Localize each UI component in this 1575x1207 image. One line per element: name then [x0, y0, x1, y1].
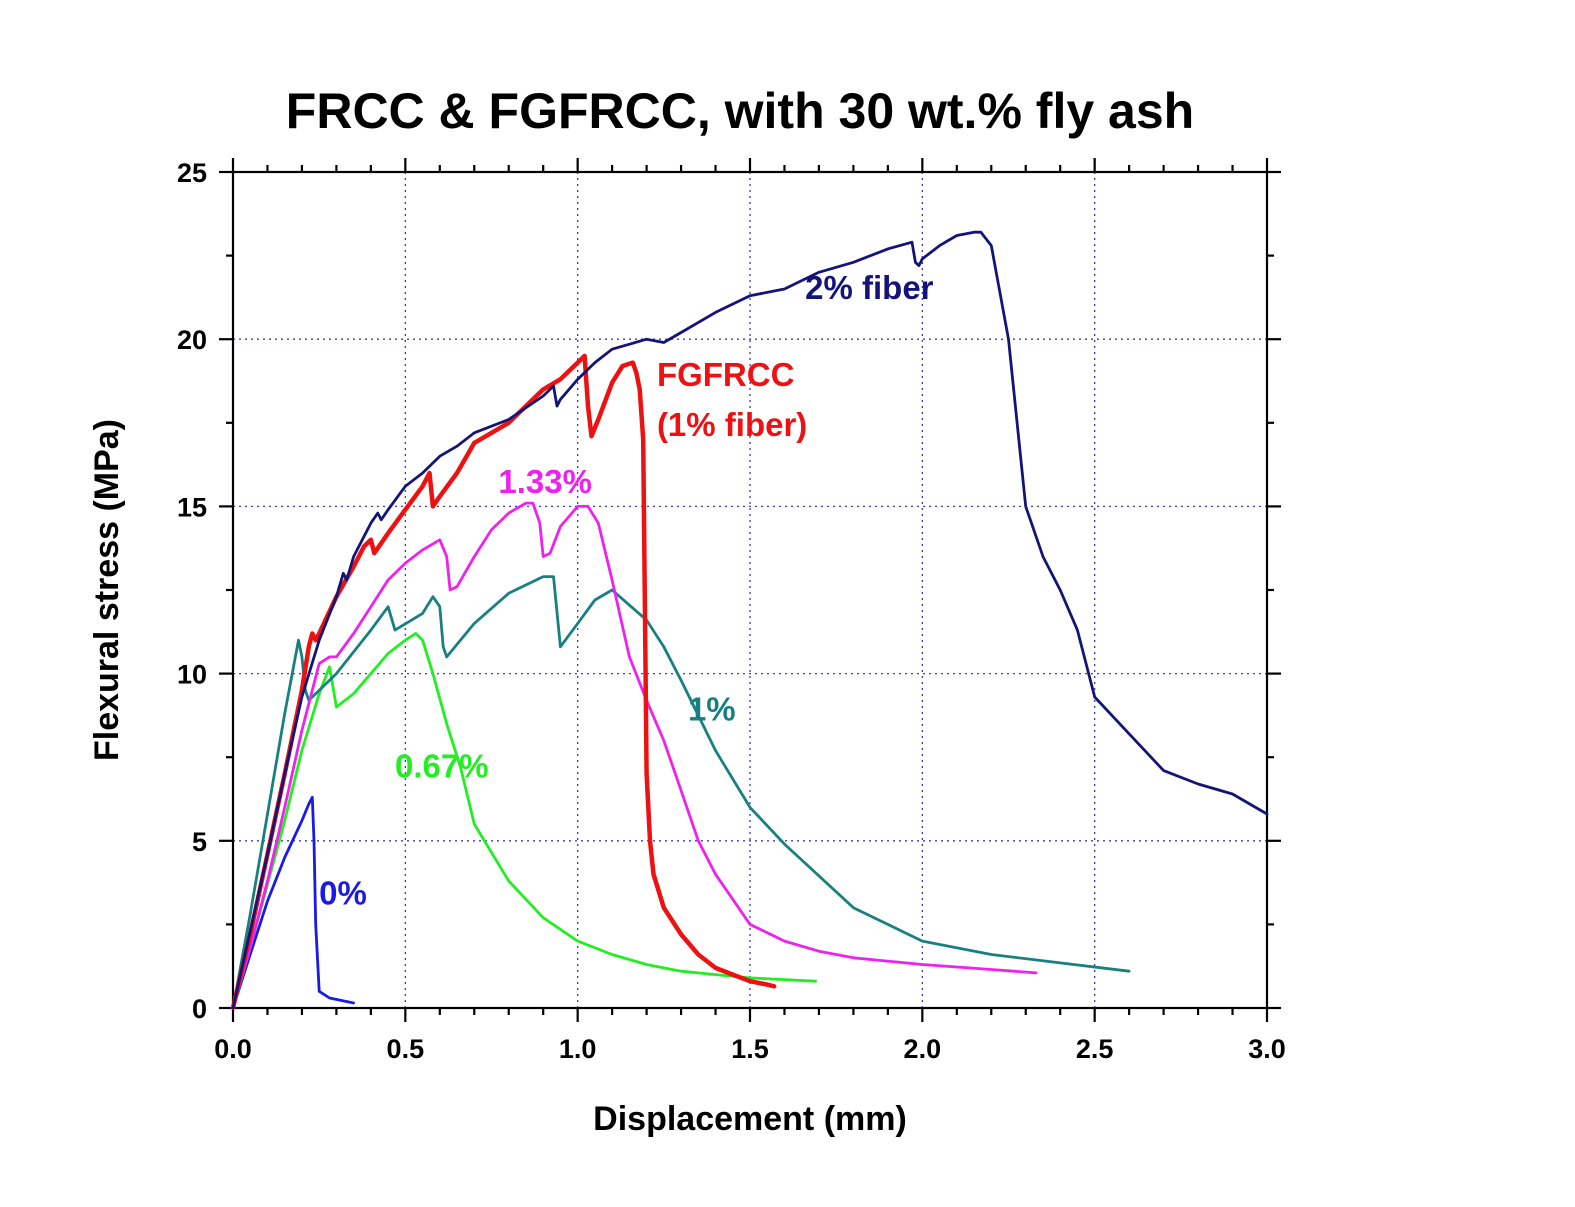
series-line-0-67: [231, 632, 817, 1010]
series-line-1-33: [231, 501, 1038, 1010]
grid: [233, 172, 1267, 1008]
x-tick-label: 1.0: [559, 1034, 597, 1064]
series-line-fgfrcc-1-fiber: [230, 353, 777, 1011]
y-tick-label: 5: [192, 827, 207, 857]
series-group: [230, 230, 1269, 1011]
series-label: 2% fiber: [805, 269, 934, 306]
series-line-2-fiber: [231, 230, 1269, 1010]
chart-title: FRCC & FGFRCC, with 30 wt.% fly ash: [286, 83, 1194, 139]
y-tick-label: 0: [192, 994, 207, 1024]
x-tick-label: 1.5: [731, 1034, 769, 1064]
tick-labels: 0.0 0.5 1.0 1.5 2.0 2.5 3.0 0 5 10 15 20 25: [177, 158, 1286, 1064]
y-tick-label: 20: [177, 325, 207, 355]
x-tick-label: 0.0: [214, 1034, 252, 1064]
series-line-0: [231, 795, 356, 1010]
x-tick-label: 2.5: [1076, 1034, 1114, 1064]
y-tick-label: 25: [177, 158, 207, 188]
series-label: FGFRCC: [657, 356, 794, 393]
x-axis-label: Displacement (mm): [593, 1100, 907, 1138]
x-tick-label: 0.5: [387, 1034, 425, 1064]
y-tick-label: 15: [177, 492, 207, 522]
series-label: 0.67%: [395, 747, 489, 784]
x-tick-label: 3.0: [1248, 1034, 1286, 1064]
series-label: 1.33%: [498, 463, 592, 500]
series-label: 1%: [688, 690, 736, 727]
plot-frame: [231, 170, 1269, 1010]
axis-ticks: [219, 158, 1281, 1022]
x-tick-label: 2.0: [904, 1034, 942, 1064]
series-labels: 2% fiber FGFRCC (1% fiber) 1.33% 1% 0.67% 0%: [319, 269, 934, 911]
y-tick-label: 10: [177, 660, 207, 690]
y-axis-label: Flexural stress (MPa): [88, 419, 126, 761]
series-label: 0%: [319, 874, 367, 911]
series-label: (1% fiber): [657, 406, 807, 443]
